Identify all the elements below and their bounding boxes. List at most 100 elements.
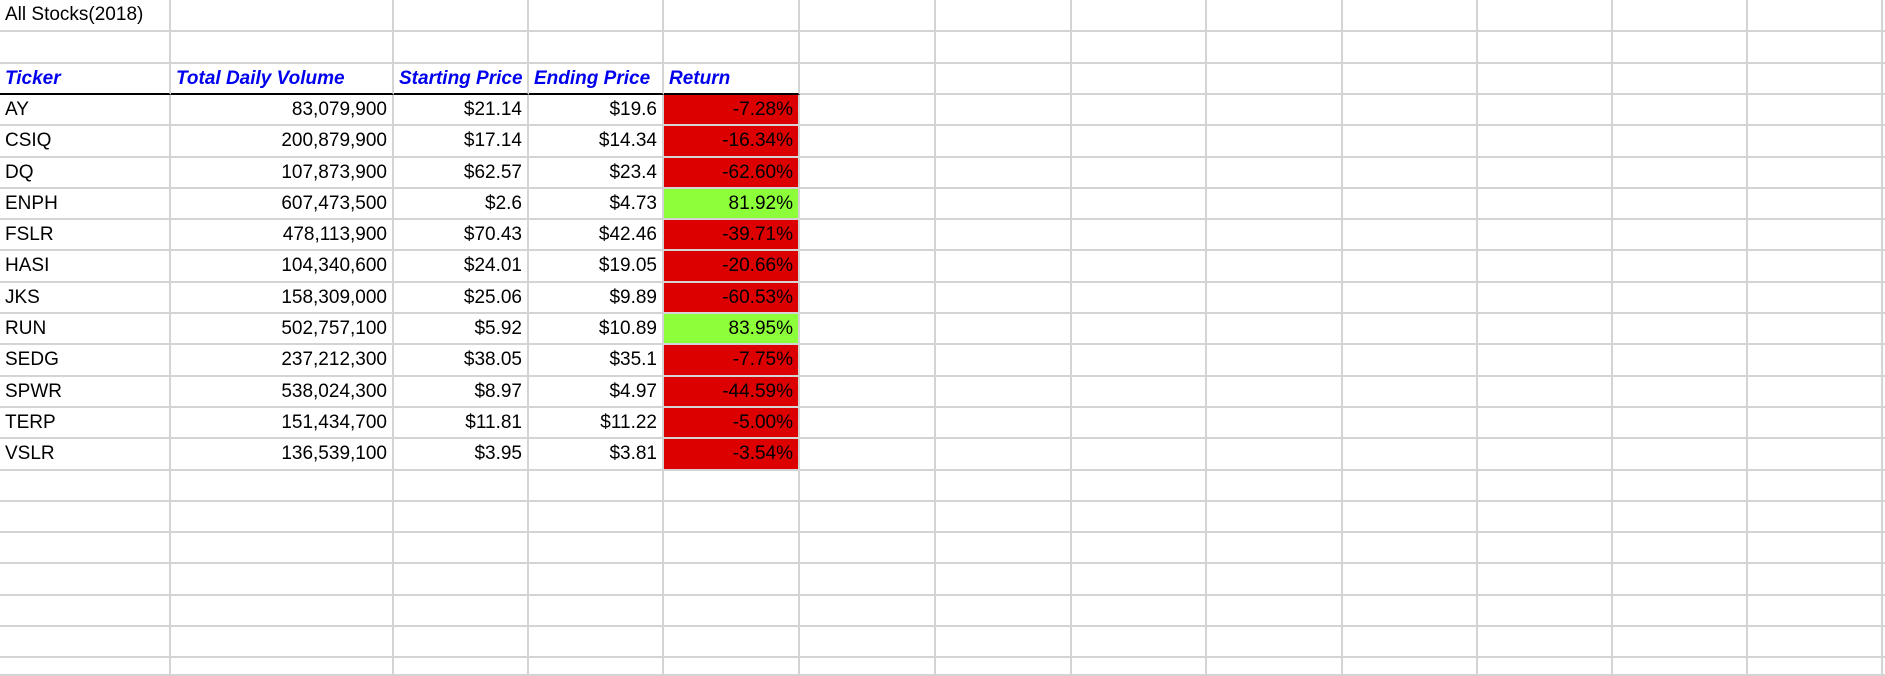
spreadsheet-cell[interactable] xyxy=(1748,188,1883,221)
ending-price-cell[interactable]: $23.4 xyxy=(529,157,664,189)
spreadsheet-cell[interactable] xyxy=(1613,188,1748,221)
spreadsheet-cell[interactable] xyxy=(1072,188,1207,221)
spreadsheet-cell[interactable] xyxy=(1072,533,1207,565)
spreadsheet-cell[interactable] xyxy=(529,533,664,565)
spreadsheet-cell[interactable] xyxy=(1072,345,1207,377)
spreadsheet-cell[interactable] xyxy=(1072,0,1207,32)
volume-cell[interactable]: 136,539,100 xyxy=(171,439,394,471)
return-cell[interactable]: -44.59% xyxy=(664,376,800,408)
spreadsheet-cell[interactable] xyxy=(1343,501,1478,534)
ending-price-cell[interactable]: $4.73 xyxy=(529,188,664,221)
return-cell[interactable]: -62.60% xyxy=(664,157,800,189)
spreadsheet-cell[interactable] xyxy=(1072,282,1207,315)
spreadsheet-cell[interactable] xyxy=(1883,533,1885,565)
spreadsheet-cell[interactable] xyxy=(664,501,800,534)
spreadsheet-cell[interactable] xyxy=(1748,220,1883,252)
spreadsheet-cell[interactable] xyxy=(1883,502,1885,534)
spreadsheet-cell[interactable] xyxy=(1343,0,1478,32)
ticker-cell[interactable]: TERP xyxy=(0,407,171,440)
spreadsheet-cell[interactable] xyxy=(1072,64,1207,95)
spreadsheet-cell[interactable] xyxy=(1207,188,1343,221)
volume-cell[interactable]: 83,079,900 xyxy=(171,95,394,127)
starting-price-cell[interactable]: $38.05 xyxy=(394,345,529,377)
spreadsheet-cell[interactable] xyxy=(1478,407,1613,440)
spreadsheet-cell[interactable] xyxy=(800,157,936,189)
spreadsheet-cell[interactable] xyxy=(1343,627,1478,659)
spreadsheet-cell[interactable] xyxy=(1883,189,1885,221)
spreadsheet-cell[interactable] xyxy=(1343,157,1478,189)
spreadsheet-cell[interactable] xyxy=(936,188,1072,221)
spreadsheet-cell[interactable] xyxy=(936,470,1072,502)
spreadsheet-cell[interactable] xyxy=(936,376,1072,408)
spreadsheet-cell[interactable] xyxy=(1613,251,1748,283)
spreadsheet-cell[interactable] xyxy=(1613,595,1748,628)
spreadsheet-cell[interactable] xyxy=(1883,596,1885,628)
spreadsheet-cell[interactable] xyxy=(936,0,1072,32)
spreadsheet-cell[interactable] xyxy=(1207,220,1343,252)
spreadsheet-cell[interactable] xyxy=(1207,533,1343,565)
spreadsheet-cell[interactable] xyxy=(1478,533,1613,565)
spreadsheet-cell[interactable] xyxy=(1613,658,1748,676)
spreadsheet-cell[interactable] xyxy=(1343,533,1478,565)
spreadsheet-cell[interactable] xyxy=(1478,470,1613,502)
spreadsheet-cell[interactable] xyxy=(1883,220,1885,252)
ending-price-cell[interactable]: $19.05 xyxy=(529,251,664,283)
spreadsheet-cell[interactable] xyxy=(171,658,394,676)
spreadsheet-cell[interactable] xyxy=(1478,64,1613,95)
spreadsheet-cell[interactable] xyxy=(1478,126,1613,158)
spreadsheet-cell[interactable] xyxy=(1748,95,1883,127)
spreadsheet-cell[interactable] xyxy=(529,0,664,32)
ticker-cell[interactable]: FSLR xyxy=(0,220,171,252)
starting-price-cell[interactable]: $2.6 xyxy=(394,188,529,221)
spreadsheet-cell[interactable] xyxy=(1343,95,1478,127)
header-ticker[interactable]: Ticker xyxy=(0,64,171,95)
spreadsheet-cell[interactable] xyxy=(936,658,1072,676)
spreadsheet-cell[interactable] xyxy=(800,126,936,158)
spreadsheet-cell[interactable] xyxy=(1748,0,1883,32)
spreadsheet-cell[interactable] xyxy=(800,501,936,534)
spreadsheet-cell[interactable] xyxy=(1207,32,1343,64)
spreadsheet-cell[interactable] xyxy=(1748,64,1883,95)
spreadsheet-cell[interactable] xyxy=(1072,501,1207,534)
spreadsheet-cell[interactable] xyxy=(1883,0,1885,32)
spreadsheet-cell[interactable] xyxy=(1883,439,1885,471)
spreadsheet-cell[interactable] xyxy=(1883,314,1885,346)
spreadsheet-cell[interactable] xyxy=(800,282,936,315)
spreadsheet-cell[interactable] xyxy=(1343,282,1478,315)
spreadsheet-cell[interactable] xyxy=(936,595,1072,628)
spreadsheet-cell[interactable] xyxy=(1613,95,1748,127)
ending-price-cell[interactable]: $42.46 xyxy=(529,220,664,252)
spreadsheet-cell[interactable] xyxy=(1748,470,1883,502)
spreadsheet-cell[interactable] xyxy=(1613,314,1748,346)
spreadsheet-cell[interactable] xyxy=(1613,157,1748,189)
volume-cell[interactable]: 104,340,600 xyxy=(171,251,394,283)
spreadsheet-cell[interactable] xyxy=(800,439,936,471)
starting-price-cell[interactable]: $25.06 xyxy=(394,282,529,315)
spreadsheet-cell[interactable] xyxy=(1072,564,1207,596)
spreadsheet-cell[interactable] xyxy=(171,501,394,534)
spreadsheet-cell[interactable] xyxy=(0,32,171,64)
ticker-cell[interactable]: AY xyxy=(0,95,171,127)
spreadsheet-cell[interactable] xyxy=(1883,64,1885,95)
ending-price-cell[interactable]: $3.81 xyxy=(529,439,664,471)
spreadsheet-cell[interactable] xyxy=(936,220,1072,252)
spreadsheet-cell[interactable] xyxy=(1883,251,1885,283)
spreadsheet-cell[interactable] xyxy=(1478,501,1613,534)
spreadsheet-cell[interactable] xyxy=(664,595,800,628)
spreadsheet-cell[interactable] xyxy=(1748,501,1883,534)
spreadsheet-cell[interactable] xyxy=(1207,658,1343,676)
spreadsheet-cell[interactable] xyxy=(1072,95,1207,127)
spreadsheet-cell[interactable] xyxy=(0,533,171,565)
spreadsheet-cell[interactable] xyxy=(1343,658,1478,676)
ending-price-cell[interactable]: $19.6 xyxy=(529,95,664,127)
spreadsheet-cell[interactable] xyxy=(1072,376,1207,408)
spreadsheet-cell[interactable] xyxy=(1883,377,1885,408)
spreadsheet-cell[interactable] xyxy=(1748,658,1883,676)
spreadsheet-cell[interactable] xyxy=(1343,376,1478,408)
spreadsheet-cell[interactable] xyxy=(1343,470,1478,502)
spreadsheet-cell[interactable] xyxy=(936,32,1072,64)
spreadsheet-cell[interactable] xyxy=(1207,439,1343,471)
spreadsheet-cell[interactable] xyxy=(0,501,171,534)
ticker-cell[interactable]: HASI xyxy=(0,251,171,283)
spreadsheet-cell[interactable] xyxy=(1207,282,1343,315)
